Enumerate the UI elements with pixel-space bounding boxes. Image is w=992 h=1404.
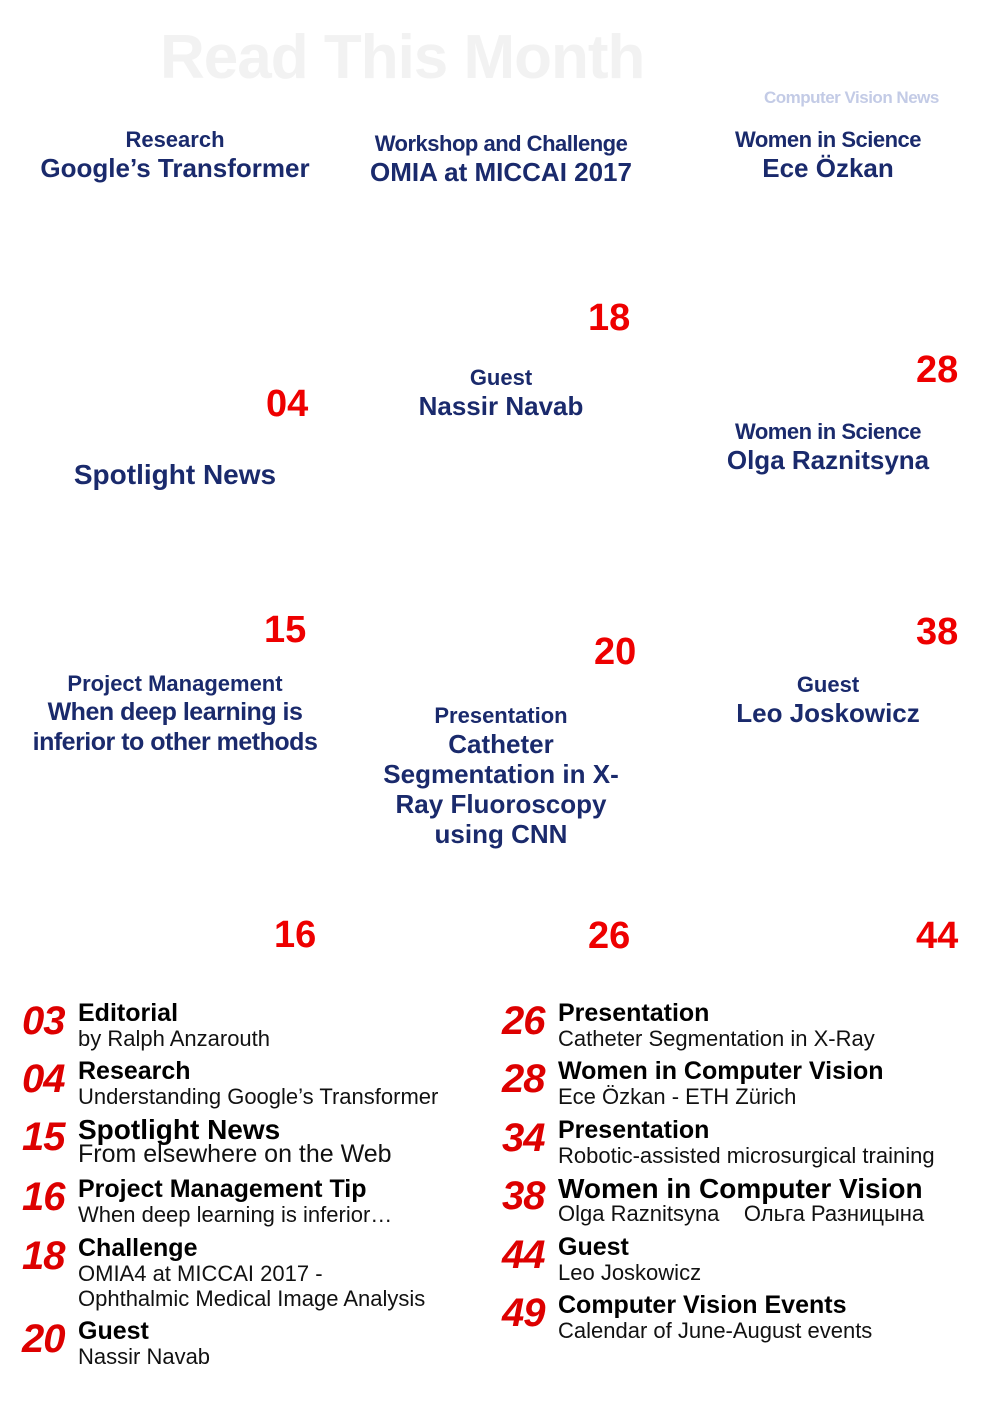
- toc-subtitle-2: Ophthalmic Medical Image Analysis: [78, 1286, 426, 1311]
- page-number: 04: [266, 383, 309, 425]
- toc-title: Women in Computer Vision: [558, 1057, 884, 1085]
- page-number: 16: [274, 914, 317, 956]
- toc-title: Computer Vision Events: [558, 1291, 847, 1319]
- toc-number: 44: [502, 1233, 546, 1277]
- toc-title: Project Management Tip: [78, 1175, 367, 1203]
- toc-title: Presentation: [558, 1116, 710, 1144]
- tile-spotlight-news[interactable]: Spotlight News: [40, 460, 310, 490]
- toc-number: 16: [22, 1175, 66, 1219]
- toc-subtitle: When deep learning is inferior…: [78, 1202, 393, 1227]
- toc-number: 26: [502, 999, 546, 1043]
- toc-subtitle: Leo Joskowicz: [558, 1260, 702, 1285]
- tile-women-in-science-2[interactable]: Women in Science Olga Raznitsyna: [690, 418, 966, 475]
- toc-subtitle: From elsewhere on the Web: [78, 1140, 392, 1168]
- toc-number: 03: [22, 999, 66, 1043]
- toc-subtitle: Olga Raznitsyna Ольга Разницына: [558, 1201, 925, 1226]
- toc-title: Editorial: [78, 999, 179, 1027]
- tile-title: Nassir Navab: [418, 391, 584, 421]
- tile-title: Olga Raznitsyna: [726, 445, 930, 475]
- toc-number: 38: [502, 1174, 546, 1218]
- tile-category: Research: [125, 127, 225, 152]
- toc-title: Women in Computer Vision: [558, 1173, 923, 1204]
- toc-subtitle: Robotic-assisted microsurgical training: [558, 1143, 935, 1168]
- toc-number: 20: [22, 1317, 66, 1361]
- toc-subtitle: Calendar of June-August events: [558, 1318, 873, 1343]
- page-title: Read This Month: [160, 23, 645, 92]
- toc-subtitle: Understanding Google’s Transformer: [78, 1084, 439, 1109]
- toc-title: Guest: [78, 1317, 149, 1345]
- tile-project-management[interactable]: Project Management When deep learning is…: [22, 670, 328, 757]
- page-number: 38: [916, 611, 959, 653]
- tile-guest-joskowicz[interactable]: Guest Leo Joskowicz: [690, 671, 966, 728]
- toc-subtitle: Ece Özkan - ETH Zürich: [558, 1084, 797, 1109]
- toc-number: 18: [22, 1234, 66, 1278]
- toc-title: Presentation: [558, 999, 710, 1027]
- tile-workshop[interactable]: Workshop and Challenge OMIA at MICCAI 20…: [346, 130, 656, 187]
- tile-category: Workshop and Challenge: [374, 131, 628, 156]
- tile-women-in-science-1[interactable]: Women in Science Ece Özkan: [690, 126, 966, 183]
- toc-subtitle: Nassir Navab: [78, 1344, 211, 1369]
- tile-presentation[interactable]: Presentation Catheter Segmentation in X-…: [360, 702, 642, 849]
- brand-name: Computer Vision News: [764, 88, 939, 107]
- page-number: 26: [588, 915, 631, 957]
- page-number: 18: [588, 297, 631, 339]
- toc-number: 28: [502, 1057, 546, 1101]
- toc-number: 34: [502, 1116, 546, 1160]
- tile-title: Spotlight News: [73, 459, 277, 490]
- tile-guest-navab[interactable]: Guest Nassir Navab: [380, 364, 622, 421]
- toc-subtitle: by Ralph Anzarouth: [78, 1026, 271, 1051]
- tile-category: Women in Science: [735, 127, 921, 152]
- toc-left: 03 Editorial by Ralph Anzarouth 04 Resea…: [22, 1000, 492, 1380]
- tile-category: Guest: [469, 365, 533, 390]
- toc-subtitle: Catheter Segmentation in X-Ray: [558, 1026, 875, 1051]
- page-number: 15: [264, 609, 307, 651]
- toc-number: 15: [22, 1115, 66, 1159]
- toc-title: Challenge: [78, 1234, 198, 1262]
- tile-category: Project Management: [67, 671, 283, 696]
- tile-title: Leo Joskowicz: [736, 698, 920, 728]
- tile-category: Guest: [796, 672, 860, 697]
- toc-title: Research: [78, 1057, 191, 1085]
- tile-title: Google’s Transformer: [40, 153, 310, 183]
- toc-title: Guest: [558, 1233, 629, 1261]
- page-number: 28: [916, 349, 959, 391]
- tile-title: Ece Özkan: [762, 153, 894, 183]
- tile-title: OMIA at MICCAI 2017: [370, 157, 632, 187]
- toc-number: 49: [502, 1291, 546, 1335]
- toc-title: Spotlight News: [78, 1114, 281, 1145]
- toc-number: 04: [22, 1057, 66, 1101]
- tile-title: Catheter Segmentation in X-Ray Fluorosco…: [383, 729, 619, 849]
- tile-category: Presentation: [434, 703, 568, 728]
- page-number: 44: [916, 915, 959, 957]
- tile-category: Women in Science: [735, 419, 921, 444]
- tile-title: When deep learning is inferior to other …: [32, 698, 318, 756]
- page-number: 20: [594, 631, 637, 673]
- toc-subtitle: OMIA4 at MICCAI 2017 -: [78, 1261, 323, 1286]
- tile-research[interactable]: Research Google’s Transformer: [30, 126, 320, 183]
- toc-right: 26 Presentation Catheter Segmentation in…: [502, 1000, 982, 1360]
